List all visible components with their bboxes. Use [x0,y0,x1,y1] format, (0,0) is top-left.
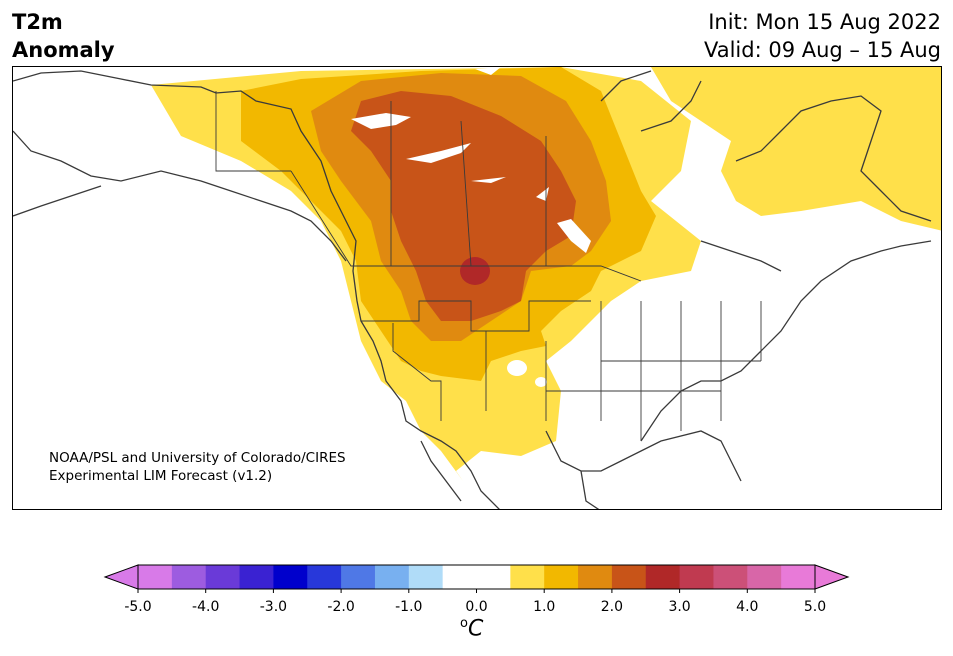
colorbar-ticks: -5.0 -4.0 -3.0 -2.0 -1.0 0.0 1.0 2.0 3.0 4.0 5.0 [124,589,826,615]
colorbar-cell [747,565,782,589]
colorbar: -5.0 -4.0 -3.0 -2.0 -1.0 0.0 1.0 2.0 3.0 4.0 5.0 [0,560,953,620]
colorbar-cell [341,565,376,589]
map-svg [13,67,941,509]
colorbar-cell [239,565,274,589]
colorbar-max-arrow [814,564,850,590]
colorbar-cell [679,565,714,589]
colorbar-cell [611,565,647,589]
anomaly-region-2-5 [460,257,490,285]
init-date: Init: Mon 15 Aug 2022 [708,10,941,34]
title-line2: Anomaly [12,38,115,62]
colorbar-min-arrow [103,564,139,590]
colorbar-cell [645,565,681,589]
colorbar-cell [171,565,207,589]
forecast-dates: Init: Mon 15 Aug 2022 Valid: 09 Aug – 15… [704,8,941,64]
colorbar-cell [544,565,579,589]
colorbar-svg: -5.0 -4.0 -3.0 -2.0 -1.0 0.0 1.0 2.0 3.0 4.0 5.0 [103,564,850,615]
credit-line1: NOAA/PSL and University of Colorado/CIRE… [49,450,346,466]
title-line1: T2m [12,10,63,34]
colorbar-cell [374,565,410,589]
colorbar-cell [138,565,173,589]
colorbar-tick-label: -2.0 [327,599,354,615]
coastlines [13,70,932,509]
colorbar-cell [442,565,477,589]
colorbar-cell [408,565,444,589]
colorbar-tick-label: -1.0 [395,599,422,615]
colorbar-tick-label: -5.0 [124,599,151,615]
colorbar-cells [138,565,816,589]
colorbar-tick-label: -3.0 [260,599,287,615]
valid-period: Valid: 09 Aug – 15 Aug [703,38,941,62]
colorbar-tick-label: 4.0 [736,599,758,615]
colorbar-cell [273,565,308,589]
anomaly-map [12,66,942,510]
lakes [351,67,591,387]
colorbar-cell [205,565,241,589]
colorbar-cell [510,565,545,589]
colorbar-unit: oC [460,616,484,642]
anomaly-region-2-0 [351,91,576,321]
credit-text: NOAA/PSL and University of Colorado/CIRE… [49,449,346,485]
colorbar-tick-label: 1.0 [533,599,555,615]
colorbar-tick-label: 3.0 [668,599,690,615]
colorbar-cell [713,565,748,589]
colorbar-cell [476,565,511,589]
colorbar-cell [578,565,613,589]
colorbar-tick-label: 0.0 [465,599,487,615]
colorbar-tick-label: -4.0 [192,599,219,615]
colorbar-tick-label: 5.0 [804,599,826,615]
colorbar-cell [307,565,342,589]
colorbar-tick-label: 2.0 [601,599,623,615]
political-borders [215,91,762,441]
anomaly-region-0-5-labrador [651,67,941,231]
colorbar-cell [781,565,816,589]
credit-line2: Experimental LIM Forecast (v1.2) [49,468,273,484]
map-title: T2m Anomaly [12,8,115,64]
